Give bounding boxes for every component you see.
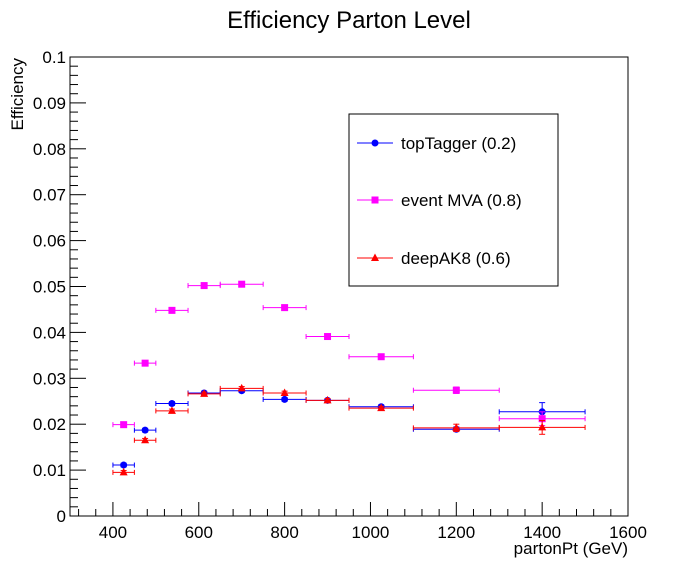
- data-point: [377, 353, 385, 361]
- legend-marker: [371, 196, 379, 204]
- data-point: [141, 426, 149, 434]
- data-point: [238, 280, 246, 288]
- data-points: [112, 280, 586, 476]
- y-tick-label: 0.04: [33, 323, 66, 342]
- data-point: [452, 423, 461, 431]
- y-tick-label: 0.05: [33, 278, 66, 297]
- y-tick-label: 0.1: [42, 48, 66, 67]
- x-axis-label: partonPt (GeV): [514, 539, 628, 558]
- x-tick-label: 1200: [437, 523, 475, 542]
- data-point: [377, 403, 386, 412]
- legend-entry: topTagger (0.2): [357, 134, 516, 153]
- chart-title: Efficiency Parton Level: [227, 7, 471, 34]
- data-point: [168, 400, 176, 408]
- x-tick-label: 600: [185, 523, 213, 542]
- data-point: [281, 304, 289, 312]
- y-tick-label: 0.07: [33, 186, 66, 205]
- y-tick-label: 0.01: [33, 461, 66, 480]
- data-point: [119, 467, 128, 476]
- x-tick-label: 1000: [352, 523, 390, 542]
- data-point: [237, 383, 246, 392]
- data-point: [200, 282, 208, 290]
- data-point: [141, 435, 150, 444]
- legend-label: event MVA (0.8): [401, 191, 522, 210]
- data-point: [538, 422, 547, 431]
- x-axis: 400 600 800 1000 1200 1400 1600: [78, 502, 647, 542]
- legend-label: topTagger (0.2): [401, 134, 516, 153]
- data-point: [323, 395, 332, 404]
- x-tick-label: 1400: [523, 523, 561, 542]
- y-tick-label: 0: [57, 507, 66, 526]
- x-tick-label: 800: [270, 523, 298, 542]
- data-point: [280, 388, 289, 396]
- series-1: [112, 280, 586, 429]
- y-tick-label: 0.02: [33, 415, 66, 434]
- data-point: [141, 359, 149, 367]
- legend-label: deepAK8 (0.6): [401, 249, 511, 268]
- data-point: [167, 406, 176, 414]
- y-axis: 0 0.01 0.02 0.03 0.04 0.05 0.06 0.07 0.08 0.09 0.1: [33, 48, 86, 526]
- y-tick-label: 0.06: [33, 232, 66, 251]
- y-tick-label: 0.08: [33, 140, 66, 159]
- data-point: [324, 333, 332, 341]
- x-tick-label: 400: [99, 523, 127, 542]
- y-tick-label: 0.03: [33, 369, 66, 388]
- legend-entry: deepAK8 (0.6): [357, 249, 511, 268]
- legend-marker: [371, 139, 379, 147]
- series-2: [112, 383, 586, 476]
- legend-entry: event MVA (0.8): [357, 191, 522, 210]
- data-point: [120, 421, 128, 429]
- legend: topTagger (0.2) event MVA (0.8) deepAK8 (0…: [348, 113, 559, 287]
- data-point: [538, 415, 546, 423]
- legend-marker: [371, 253, 379, 261]
- data-point: [281, 395, 289, 403]
- data-point: [168, 306, 176, 314]
- data-point: [452, 386, 460, 394]
- data-point: [120, 461, 128, 469]
- x-tick-label: 1600: [609, 523, 647, 542]
- data-point: [200, 389, 209, 397]
- y-axis-label: Efficiency: [8, 58, 27, 131]
- legend-entries: topTagger (0.2) event MVA (0.8) deepAK8 (0…: [357, 134, 522, 268]
- y-tick-label: 0.09: [33, 94, 66, 113]
